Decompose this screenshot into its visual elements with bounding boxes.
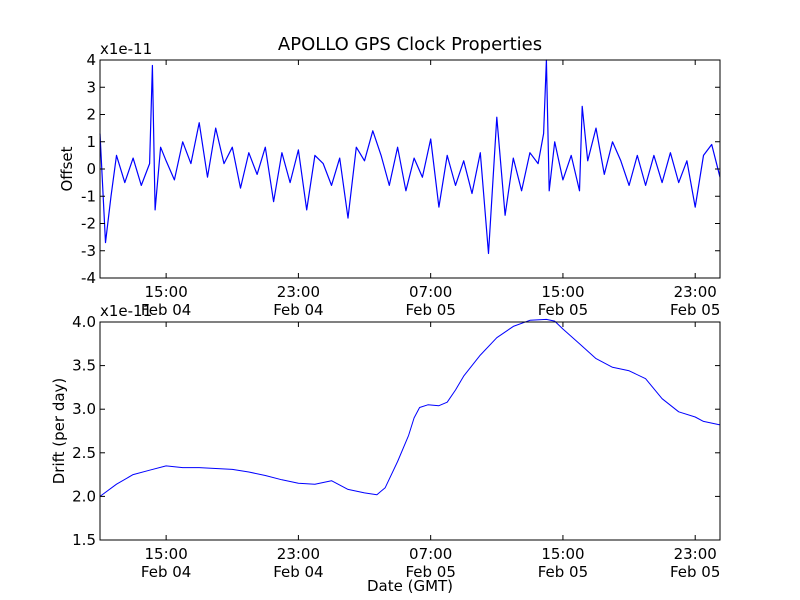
offset-x-tick-date-label: Feb 05 [405, 301, 455, 319]
offset-y-tick-label: 0 [86, 160, 96, 178]
drift-y-tick-label: 2.5 [72, 444, 96, 462]
offset-y-tick-label: -2 [81, 215, 96, 233]
drift-series-line-0 [99, 318, 721, 497]
drift-x-tick-time-label: 23:00 [674, 545, 717, 563]
drift-y-tick-label: 2.0 [72, 487, 96, 505]
offset-x-tick-time-label: 07:00 [409, 283, 452, 301]
offset-y-tick-label: 4 [86, 51, 96, 69]
drift-y-tick-label: 3.5 [72, 357, 96, 375]
offset-x-tick-time-label: 23:00 [674, 283, 717, 301]
offset-y-tick-label: 2 [86, 106, 96, 124]
offset-y-tick-label: 1 [86, 133, 96, 151]
offset-x-tick-time-label: 23:00 [277, 283, 320, 301]
x-axis-label: Date (GMT) [367, 577, 453, 595]
drift-x-tick-time-label: 15:00 [541, 545, 584, 563]
offset-x-tick-time-label: 15:00 [541, 283, 584, 301]
offset-y-tick-label: -4 [81, 269, 96, 287]
drift-y-scale-label: x1e-11 [100, 302, 152, 320]
drift-y-tick-label: 1.5 [72, 531, 96, 549]
drift-x-tick-time-label: 23:00 [277, 545, 320, 563]
drift-y-axis-label: Drift (per day) [50, 378, 68, 485]
offset-x-tick-date-label: Feb 05 [670, 301, 720, 319]
drift-x-tick-date-label: Feb 05 [538, 563, 588, 581]
offset-x-tick-date-label: Feb 04 [273, 301, 323, 319]
drift-x-tick-date-label: Feb 05 [670, 563, 720, 581]
drift-plot-frame [99, 321, 721, 541]
offset-x-tick-time-label: 15:00 [145, 283, 188, 301]
drift-y-tick-label: 3.0 [72, 400, 96, 418]
drift-x-tick-date-label: Feb 04 [273, 563, 323, 581]
offset-y-scale-label: x1e-11 [100, 40, 152, 58]
offset-y-tick-label: -3 [81, 242, 96, 260]
offset-y-axis-label: Offset [58, 146, 76, 191]
offset-x-tick-date-label: Feb 04 [141, 301, 191, 319]
drift-x-tick-time-label: 15:00 [145, 545, 188, 563]
offset-series-line-0 [99, 59, 721, 255]
offset-y-tick-label: -1 [81, 187, 96, 205]
drift-y-ticks: 1.5 2.0 2.5 3.0 3.5 4.0 [72, 313, 720, 549]
drift-x-tick-date-label: Feb 05 [405, 563, 455, 581]
drift-x-tick-date-label: Feb 04 [141, 563, 191, 581]
drift-series-layer [99, 318, 721, 497]
offset-x-tick-date-label: Feb 05 [538, 301, 588, 319]
drift-y-tick-label: 4.0 [72, 313, 96, 331]
drift-x-tick-time-label: 07:00 [409, 545, 452, 563]
offset-series-layer [99, 59, 721, 255]
offset-plot-area [100, 60, 720, 278]
chart-title: APOLLO GPS Clock Properties [278, 34, 542, 55]
offset-y-ticks: -4 -3 -2 -1 0 1 2 3 4 [81, 51, 720, 287]
offset-y-tick-label: 3 [86, 78, 96, 96]
